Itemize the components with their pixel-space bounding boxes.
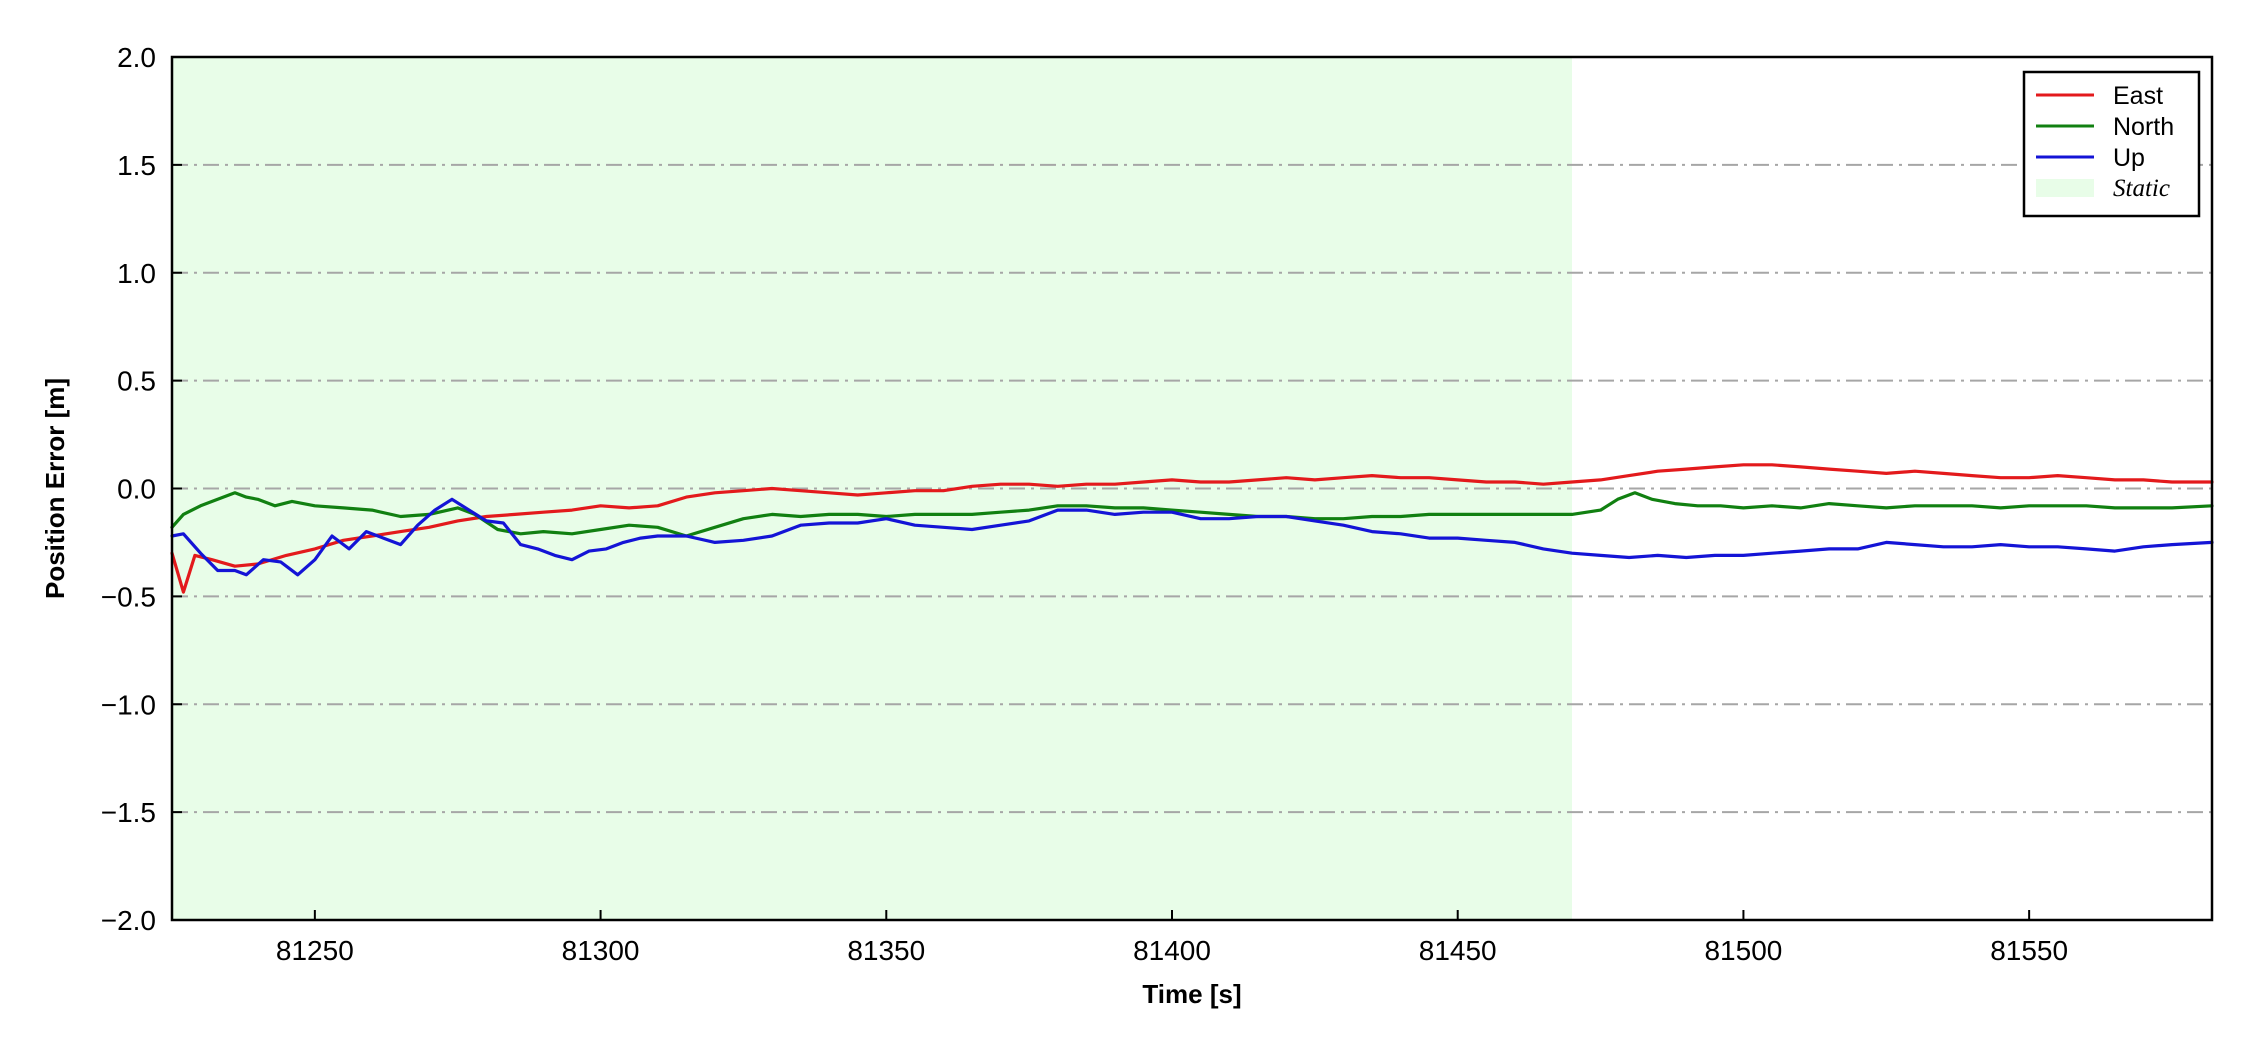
x-axis-title: Time [s] (1142, 979, 1241, 1009)
legend-label-static: Static (2113, 175, 2170, 202)
y-tick-label-5: 0.5 (117, 366, 156, 397)
static-region (172, 57, 1572, 920)
legend-swatch-static (2036, 179, 2094, 197)
x-tick-label-5: 81500 (1704, 935, 1782, 966)
legend-label-up: Up (2113, 144, 2145, 172)
x-tick-label-0: 81250 (276, 935, 354, 966)
x-tick-label-2: 81350 (847, 935, 925, 966)
y-axis-title: Position Error [m] (40, 378, 70, 599)
x-tick-label-3: 81400 (1133, 935, 1211, 966)
x-tick-label-4: 81450 (1419, 935, 1497, 966)
series-line-east (170, 463, 2214, 594)
y-tick-label-3: −0.5 (101, 581, 156, 612)
y-tick-label-2: −1.0 (101, 689, 156, 720)
y-tick-label-4: 0.0 (117, 474, 156, 505)
legend-label-north: North (2113, 113, 2174, 141)
y-tick-label-0: −2.0 (101, 905, 156, 936)
y-tick-label-1: −1.5 (101, 797, 156, 828)
legend: East North Up Static (2022, 70, 2201, 218)
axis-ticks: 81250 81300 81350 81400 81450 81500 81550 −2.0 −… (101, 42, 2068, 966)
x-tick-label-1: 81300 (562, 935, 640, 966)
x-tick-label-6: 81550 (1990, 935, 2068, 966)
y-tick-label-6: 1.0 (117, 258, 156, 289)
y-tick-label-7: 1.5 (117, 150, 156, 181)
series-line-up (170, 497, 2214, 577)
y-tick-label-8: 2.0 (117, 42, 156, 73)
series-lines (170, 463, 2214, 594)
legend-label-east: East (2113, 82, 2163, 110)
